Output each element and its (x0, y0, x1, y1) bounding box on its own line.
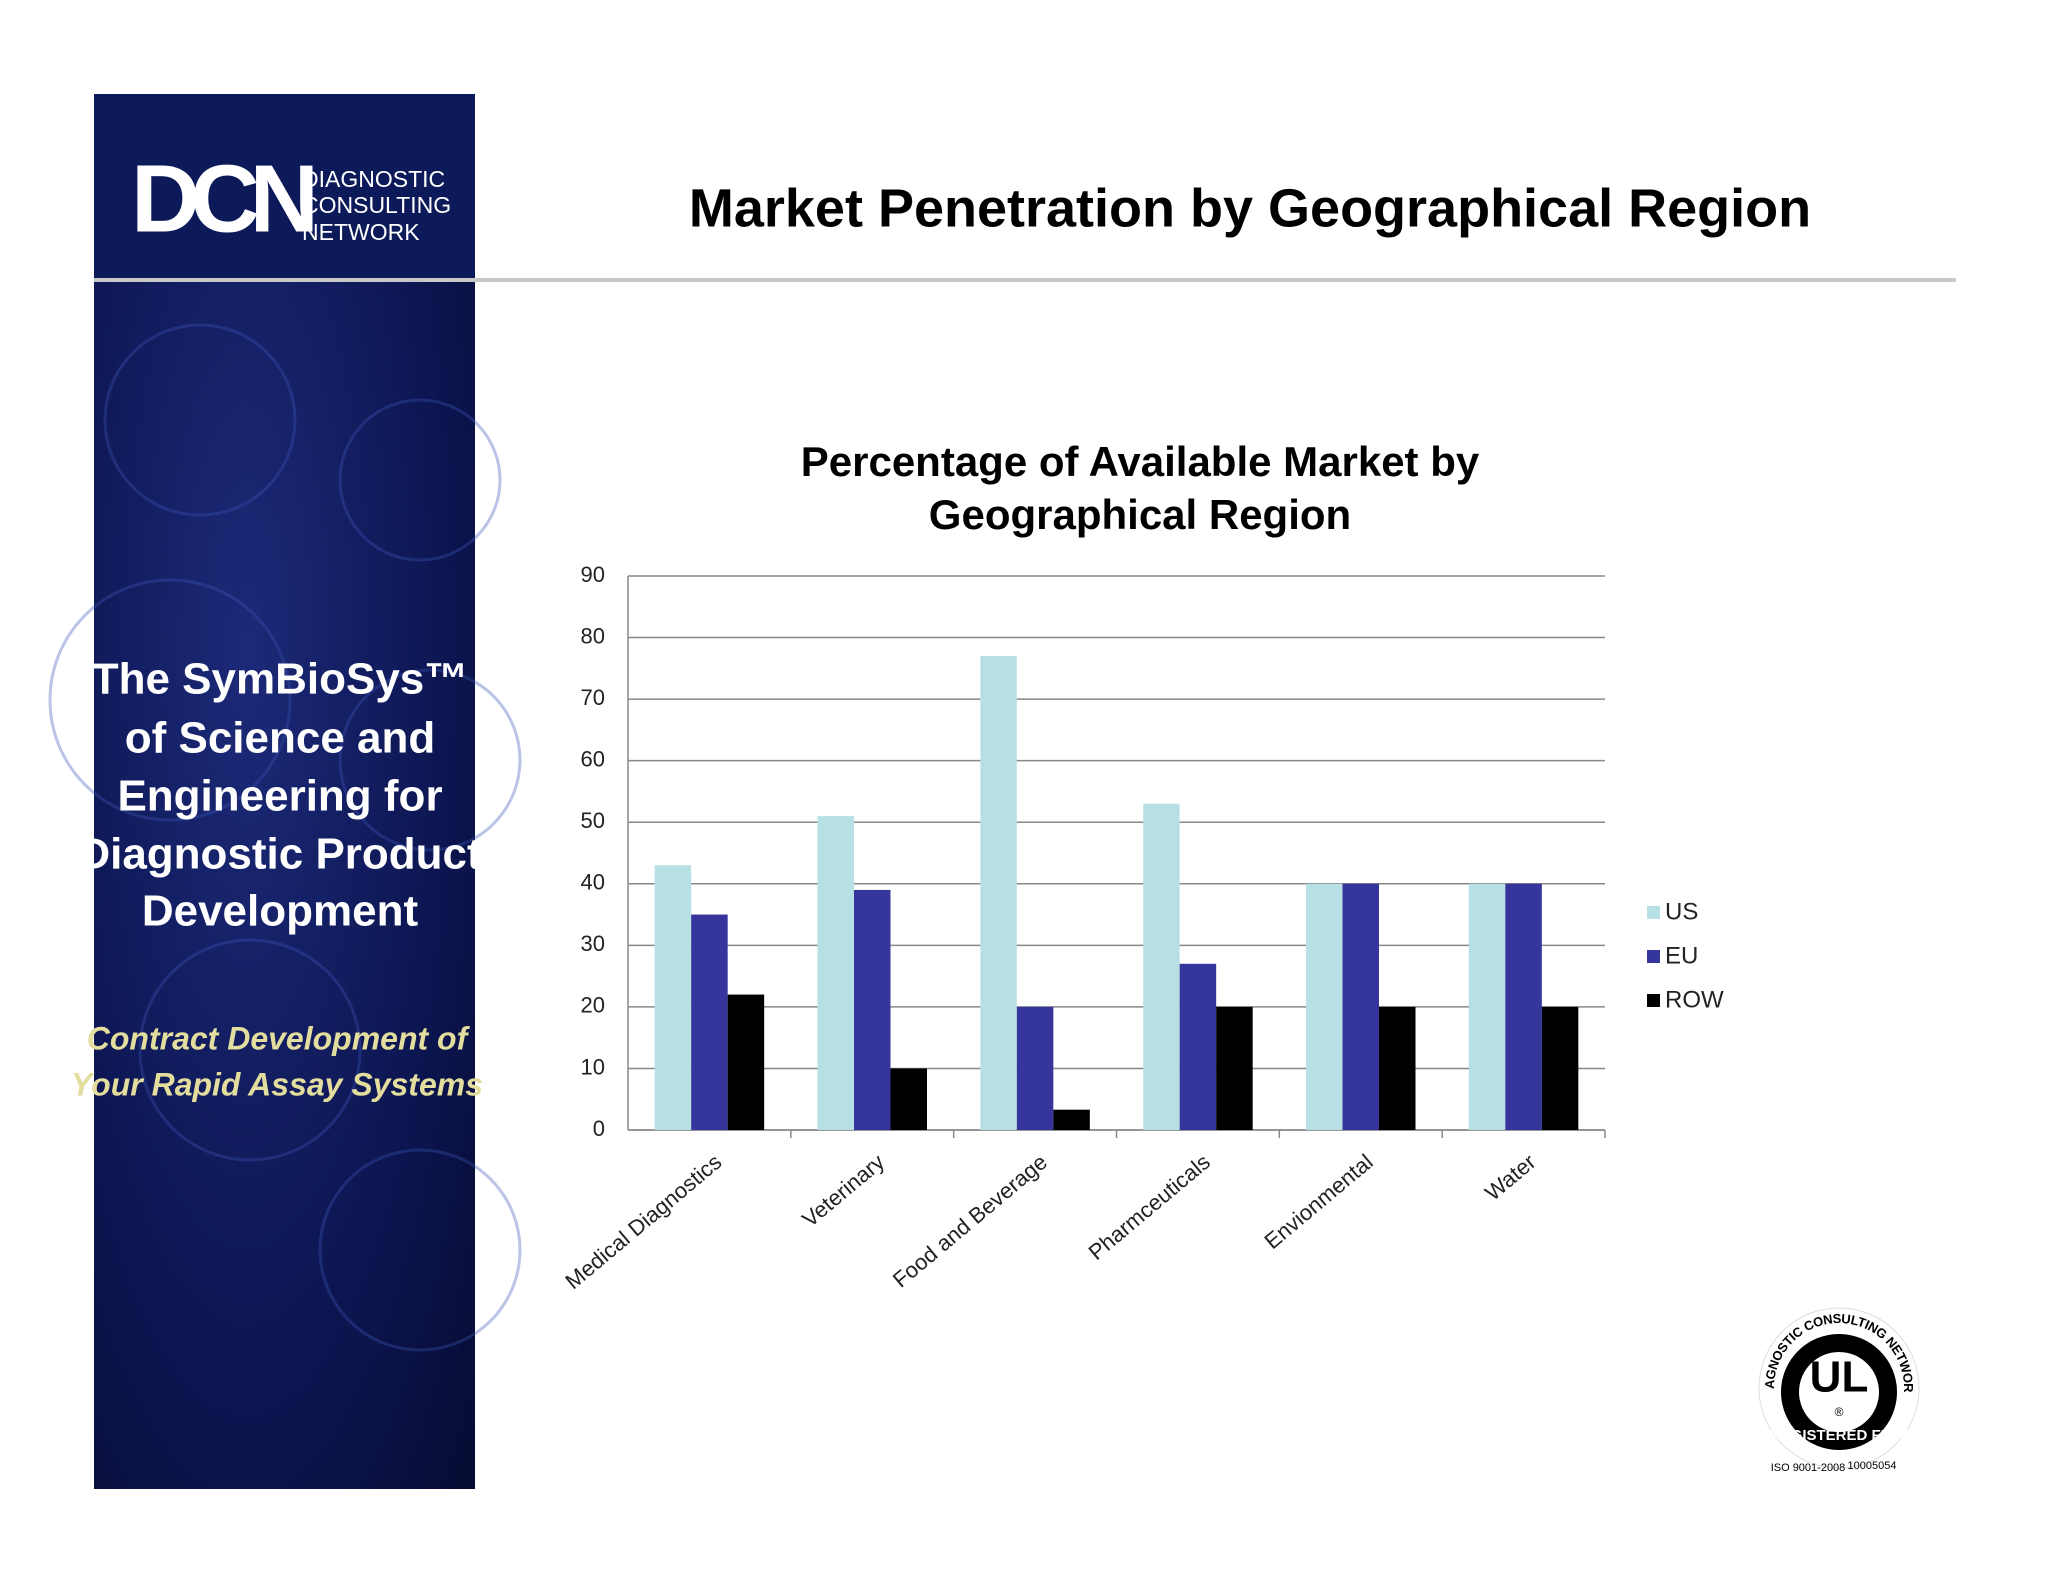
tagline-line: Your Rapid Assay Systems (71, 1066, 483, 1102)
logo-mark: DCN (131, 145, 313, 252)
badge-banner: REGISTERED FIRM (1770, 1427, 1908, 1444)
chart-title: Geographical Region (929, 491, 1351, 538)
headline-line: Diagnostic Product (78, 830, 482, 879)
y-tick-label: 80 (581, 623, 605, 648)
legend-label: US (1665, 898, 1698, 925)
y-tick-label: 40 (581, 870, 605, 895)
x-tick-label: Envionmental (1260, 1149, 1378, 1254)
bar (1541, 1006, 1579, 1130)
sidebar-headline: The SymBioSys™ of Science and Engineerin… (78, 655, 482, 936)
y-tick-label: 20 (581, 993, 605, 1018)
bar (1216, 1006, 1253, 1130)
chart: Percentage of Available Market by Geograp… (560, 438, 1724, 1294)
bar (980, 656, 1017, 1130)
y-tick-label: 90 (581, 562, 605, 587)
bar (1143, 803, 1180, 1130)
bar (1179, 963, 1217, 1130)
bar (727, 994, 765, 1130)
badge-iso: ISO 9001-2008 (1771, 1462, 1846, 1474)
bar (854, 889, 891, 1130)
badge-core (1799, 1352, 1879, 1432)
headline-line: The SymBioSys™ (92, 655, 469, 704)
y-tick-label: 50 (581, 808, 605, 833)
chart-title: Percentage of Available Market by (801, 438, 1480, 485)
legend-swatch (1647, 950, 1660, 963)
bar (817, 816, 854, 1130)
badge-number: 10005054 (1848, 1460, 1897, 1472)
x-tick-label: Water (1480, 1149, 1540, 1205)
y-tick-label: 30 (581, 931, 605, 956)
legend-label: EU (1665, 942, 1698, 969)
sidebar-texture (48, 323, 522, 1352)
bar (1505, 883, 1542, 1130)
bar (890, 1068, 927, 1130)
badge-registered: ® (1835, 1405, 1844, 1419)
bar (1342, 883, 1379, 1130)
bar (1468, 883, 1506, 1130)
bar (654, 865, 692, 1130)
badge-mark: UL (1810, 1353, 1869, 1402)
x-tick-label: Medical Diagnostics (560, 1149, 726, 1294)
headline-line: of Science and (125, 714, 436, 763)
x-tick-label: Pharmceuticals (1084, 1149, 1215, 1265)
headline-line: Engineering for (117, 772, 442, 821)
bar (1053, 1109, 1090, 1130)
bar (1379, 1006, 1416, 1130)
y-tick-label: 10 (581, 1054, 605, 1079)
legend-swatch (1647, 906, 1660, 919)
slide-title: Market Penetration by Geographical Regio… (689, 178, 1811, 238)
bar (691, 914, 728, 1130)
y-tick-label: 70 (581, 685, 605, 710)
tagline-line: Contract Development of (87, 1020, 471, 1056)
x-tick-label: Food and Beverage (888, 1149, 1052, 1292)
legend-label: ROW (1665, 986, 1724, 1013)
sidebar-tagline: Contract Development of Your Rapid Assay… (71, 1020, 483, 1102)
bar (1306, 883, 1343, 1130)
y-tick-label: 60 (581, 746, 605, 771)
logo-text: NETWORK (302, 219, 420, 245)
y-tick-label: 0 (593, 1116, 605, 1141)
x-tick-label: Veterinary (797, 1149, 889, 1232)
logo-band (94, 94, 475, 278)
logo-text: CONSULTING (302, 192, 451, 218)
legend-swatch (1647, 994, 1660, 1007)
headline-line: Development (142, 887, 419, 936)
sidebar (94, 94, 475, 1489)
logo-text: DIAGNOSTIC (302, 166, 445, 192)
bar (1016, 1006, 1054, 1130)
